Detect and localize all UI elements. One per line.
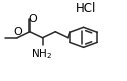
Text: NH$_2$: NH$_2$ — [31, 47, 52, 61]
Text: O: O — [13, 27, 22, 37]
Text: O: O — [28, 14, 37, 24]
Text: HCl: HCl — [76, 2, 97, 15]
